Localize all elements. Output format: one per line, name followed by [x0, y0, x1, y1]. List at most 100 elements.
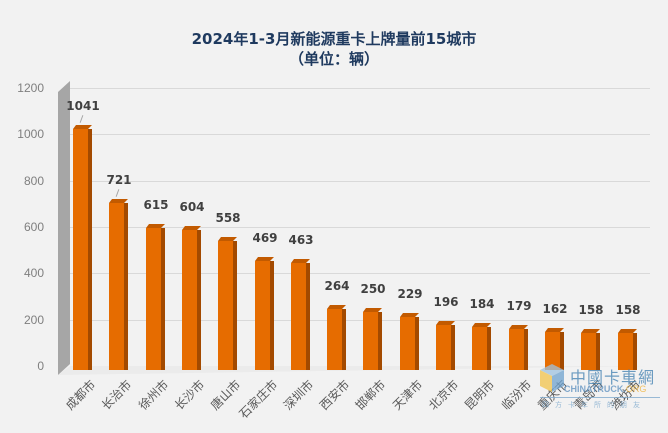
value-label: 615 — [143, 198, 169, 212]
bar-front-face — [363, 312, 378, 370]
bar-side-face — [342, 309, 346, 370]
x-category-label: 成都市 — [62, 377, 99, 413]
value-label: 158 — [578, 303, 604, 317]
chart-title: 2024年1-3月新能源重卡上牌量前15城市 — [191, 30, 477, 48]
watermark-sub-text: 四方卡车所的朋友 — [542, 401, 646, 409]
bar-front-face — [436, 325, 451, 370]
y-tick-label: 200 — [23, 313, 44, 327]
bar-top-face — [363, 308, 382, 312]
bar-side-face — [233, 241, 237, 370]
bar-top-face — [618, 329, 637, 333]
bar-10[interactable] — [436, 321, 455, 370]
x-category-label: 临汾市 — [498, 377, 535, 413]
bar-top-face — [109, 199, 128, 203]
gridline — [70, 273, 650, 274]
gridline — [70, 134, 650, 135]
leader-line — [79, 115, 84, 123]
bar-top-face — [545, 328, 564, 332]
bar-front-face — [400, 317, 415, 370]
bar-1[interactable] — [109, 199, 128, 370]
value-label: 604 — [179, 200, 205, 214]
bar-front-face — [581, 333, 596, 370]
bar-side-face — [197, 230, 201, 370]
value-label: 1041 — [66, 99, 100, 113]
x-category-label: 天津市 — [389, 377, 426, 413]
bar-5[interactable] — [255, 257, 274, 370]
bar-side-face — [596, 333, 600, 370]
x-category-label: 长治市 — [98, 377, 135, 413]
value-label: 184 — [469, 297, 495, 311]
bar-side-face — [560, 332, 564, 370]
x-category-label: 邯郸市 — [352, 377, 389, 413]
value-label: 158 — [615, 303, 641, 317]
bar-front-face — [545, 332, 560, 370]
bar-15[interactable] — [618, 329, 637, 370]
bar-12[interactable] — [509, 325, 528, 370]
value-label: 179 — [506, 299, 532, 313]
bar-2[interactable] — [146, 224, 165, 370]
value-label: 250 — [360, 282, 386, 296]
gridline — [70, 227, 650, 228]
bar-side-face — [161, 228, 165, 370]
bar-4[interactable] — [218, 237, 237, 370]
gridline — [70, 181, 650, 182]
bar-0[interactable] — [73, 125, 92, 370]
bar-top-face — [509, 325, 528, 329]
bar-9[interactable] — [400, 313, 419, 370]
watermark-divider — [540, 397, 660, 398]
bar-top-face — [400, 313, 419, 317]
bar-front-face — [182, 230, 197, 370]
x-category-label: 长沙市 — [171, 377, 208, 413]
value-label: 558 — [215, 211, 241, 225]
x-category-label: 徐州市 — [135, 377, 172, 413]
leader-line — [115, 189, 120, 197]
value-label: 196 — [433, 295, 459, 309]
bar-top-face — [291, 259, 310, 263]
value-label: 463 — [288, 233, 314, 247]
bar-side-face — [124, 203, 128, 370]
bar-side-face — [524, 329, 528, 370]
y-tick-label: 1000 — [17, 127, 44, 141]
bar-front-face — [73, 129, 88, 370]
bar-front-face — [618, 333, 633, 370]
bar-front-face — [509, 329, 524, 370]
x-category-label: 西安市 — [316, 377, 353, 413]
gridline — [70, 88, 650, 89]
gridline — [70, 320, 650, 321]
bar-8[interactable] — [363, 308, 382, 370]
bar-side-face — [451, 325, 455, 370]
watermark-en-text: CHINATRUCK.ORG — [564, 384, 647, 394]
bar-top-face — [436, 321, 455, 325]
y-tick-label: 800 — [23, 174, 44, 188]
x-category-label: 北京市 — [425, 377, 462, 413]
bar-front-face — [218, 241, 233, 370]
value-label: 264 — [324, 279, 350, 293]
bar-side-face — [487, 327, 491, 370]
bar-11[interactable] — [472, 323, 491, 370]
bar-top-face — [146, 224, 165, 228]
bar-front-face — [327, 309, 342, 370]
y-tick-label: 400 — [23, 266, 44, 280]
chart-subtitle: （单位：辆） — [288, 50, 379, 68]
y-tick-label: 1200 — [17, 81, 44, 95]
axis-wall — [58, 81, 70, 375]
axis-floor — [58, 366, 650, 375]
cube-logo-icon — [540, 364, 564, 392]
watermark-cn-text: 中國卡車網 — [570, 368, 656, 387]
x-category-label: 深圳市 — [280, 377, 317, 413]
bar-6[interactable] — [291, 259, 310, 370]
bar-14[interactable] — [581, 329, 600, 370]
bar-side-face — [306, 263, 310, 370]
bar-3[interactable] — [182, 226, 201, 370]
bar-side-face — [270, 261, 274, 370]
x-category-label: 昆明市 — [461, 377, 498, 413]
bar-top-face — [218, 237, 237, 241]
value-label: 469 — [252, 231, 278, 245]
value-label: 162 — [542, 302, 568, 316]
bar-13[interactable] — [545, 328, 564, 370]
x-category-label: 石家庄市 — [236, 377, 281, 422]
y-tick-label: 0 — [37, 359, 44, 373]
bar-top-face — [472, 323, 491, 327]
bar-front-face — [255, 261, 270, 370]
bar-7[interactable] — [327, 305, 346, 370]
